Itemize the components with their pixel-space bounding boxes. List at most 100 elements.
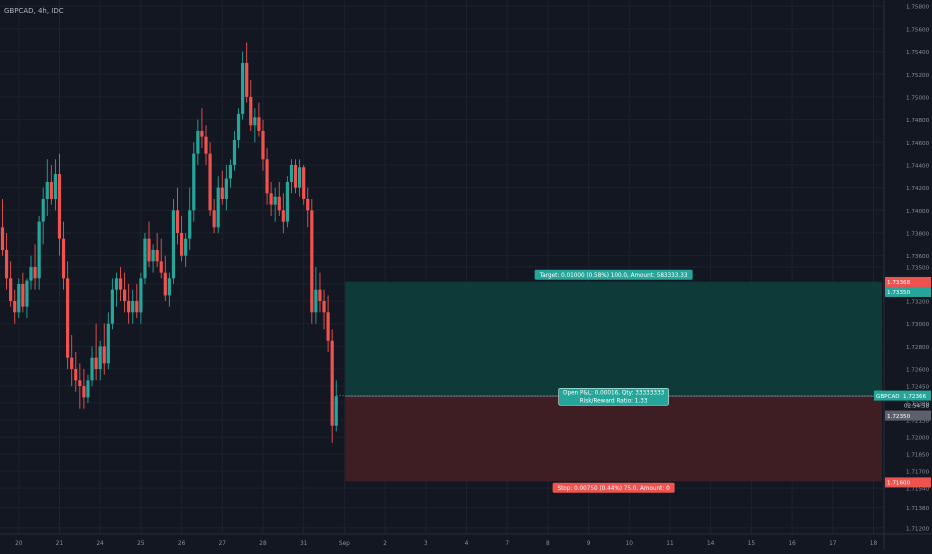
- y-tick-label: 1.72800: [906, 345, 930, 351]
- entry-marker-badge-box[interactable]: [885, 410, 931, 421]
- candle-body: [37, 221, 41, 279]
- stop-label-box[interactable]: [552, 482, 675, 493]
- x-tick-label: 17: [829, 541, 837, 547]
- y-tick-label: 1.71200: [906, 526, 930, 532]
- candle-body: [139, 278, 143, 313]
- candle-body: [171, 210, 176, 279]
- x-tick-label: 9: [587, 541, 591, 547]
- y-tick-label: 1.74800: [906, 118, 930, 124]
- y-tick-label: 1.73200: [906, 300, 930, 306]
- y-tick-label: 1.73000: [906, 322, 930, 328]
- candle-body: [159, 261, 163, 273]
- candle-body: [175, 210, 180, 233]
- candle-body: [196, 130, 200, 154]
- y-tick-label: 1.72000: [906, 436, 930, 442]
- target-label: Target: 0.01000 (0.58%) 100.0, Amount: 5…: [539, 273, 688, 279]
- x-tick-label: 21: [56, 541, 64, 547]
- candle-body: [293, 164, 298, 188]
- y-tick-label: 1.75600: [906, 27, 930, 33]
- price-axis[interactable]: 1.71200 1.71380 1.71540 1.71700 1.71850 1.720…: [874, 0, 931, 550]
- entry-marker-badge: 1.72350: [887, 414, 911, 420]
- stop-price-badge-box[interactable]: [885, 477, 931, 488]
- x-tick-label: 14: [707, 541, 715, 547]
- candle-body: [298, 167, 302, 188]
- candle-body: [66, 278, 70, 358]
- y-tick-label: 1.71700: [906, 470, 930, 476]
- candle-body: [179, 232, 184, 256]
- candle-body: [74, 369, 78, 381]
- candle-body: [25, 280, 29, 307]
- current-symbol-label: GBPCAD: [876, 394, 900, 400]
- y-tick-label: 1.71850: [906, 453, 930, 459]
- candle-body: [310, 210, 314, 313]
- target-label-box[interactable]: [534, 269, 693, 280]
- candle-body: [82, 386, 86, 398]
- pnl-label: Open P&L: 0.00016, Qty: 33333333: [563, 391, 665, 397]
- candle-body: [220, 187, 224, 199]
- candle-body: [334, 396, 338, 426]
- pnl-label-box[interactable]: [558, 387, 669, 406]
- x-tick-label: 18: [870, 541, 878, 547]
- candle-body: [98, 346, 102, 370]
- y-tick-label: 1.72300: [906, 402, 930, 408]
- candle-body: [236, 113, 241, 141]
- candle-body: [249, 96, 253, 126]
- candle-body: [163, 272, 167, 296]
- stop-label: Stop: 0.00750 (0.44%) 75.0, Amount: 0: [557, 486, 670, 492]
- y-tick-label: 1.74200: [906, 186, 930, 192]
- candle-body: [29, 267, 33, 281]
- rr-label: Risk/Reward Ratio: 1.33: [580, 398, 648, 404]
- y-tick-label: 1.73500: [906, 266, 930, 272]
- x-tick-label: 10: [626, 541, 634, 547]
- current-price-badge-box[interactable]: [874, 390, 931, 401]
- candle-body: [155, 249, 159, 262]
- candle-body: [261, 130, 265, 160]
- target-price-badge-box[interactable]: [885, 276, 931, 287]
- candle-body: [302, 167, 306, 199]
- current-price-label: 1.72366: [903, 394, 927, 400]
- countdown-label: 02:54:58: [904, 404, 930, 410]
- candle-body: [151, 249, 155, 262]
- candle-body: [216, 187, 220, 228]
- time-axis[interactable]: 20 21 24 25 26 27 28 31 Sep 2 3 4 7 8 9 10 11 14 15 16 17 18: [0, 533, 932, 547]
- candle-body: [143, 238, 147, 279]
- x-tick-label: 25: [137, 541, 145, 547]
- x-tick-label: 27: [219, 541, 227, 547]
- x-tick-label: 15: [748, 541, 756, 547]
- x-tick-label: 20: [15, 541, 23, 547]
- entry-price-badge-box[interactable]: [885, 286, 931, 297]
- y-tick-label: 1.74000: [906, 209, 930, 215]
- y-tick-label: 1.75400: [906, 50, 930, 56]
- position-zones[interactable]: [345, 281, 882, 482]
- candle-body: [224, 178, 228, 199]
- candle-body: [204, 136, 208, 154]
- candle-body: [200, 130, 204, 137]
- candle-body: [314, 289, 318, 313]
- candle-body: [45, 181, 49, 199]
- candle-body: [17, 284, 21, 313]
- y-tick-label: 1.73800: [906, 231, 930, 237]
- candle-body: [192, 153, 196, 211]
- candle-body: [281, 210, 285, 222]
- candle-body: [273, 196, 277, 205]
- candle-body: [318, 289, 322, 302]
- candle-body: [13, 301, 17, 313]
- y-tick-label: 1.72450: [906, 385, 930, 391]
- candle-body: [285, 181, 289, 222]
- candle-body: [61, 238, 66, 279]
- candle-body: [78, 380, 82, 387]
- stop-zone[interactable]: [345, 396, 882, 482]
- candle-body: [228, 164, 233, 179]
- candle-body: [70, 357, 74, 370]
- candle-body: [33, 267, 37, 279]
- candle-body: [53, 174, 58, 199]
- x-tick-label: 4: [465, 541, 469, 547]
- candle-body: [90, 357, 94, 381]
- target-zone[interactable]: [345, 281, 882, 397]
- entry-price-badge: 1.73350: [887, 290, 911, 296]
- candle-body: [123, 289, 127, 302]
- position-labels[interactable]: Target: 0.01000 (0.58%) 100.0, Amount: 5…: [534, 269, 693, 493]
- x-tick-label: 2: [383, 541, 387, 547]
- x-tick-label: 28: [259, 541, 267, 547]
